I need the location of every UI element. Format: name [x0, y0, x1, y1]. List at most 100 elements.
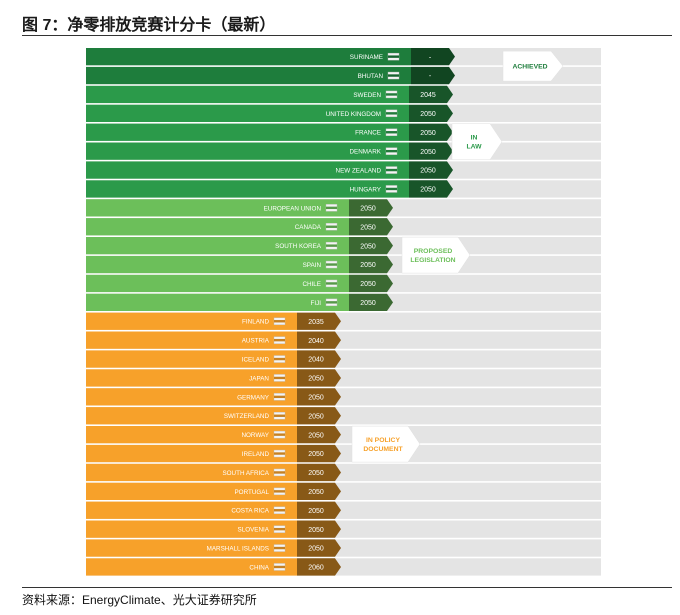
- country-label-portugal: PORTUGAL: [234, 489, 269, 496]
- flag-icon-stripe: [274, 395, 285, 399]
- flag-icon-stripe: [274, 376, 285, 380]
- year-label-chile: 2050: [360, 281, 376, 288]
- flag-icon-stripe: [274, 490, 285, 493]
- year-label-austria: 2040: [308, 338, 324, 345]
- country-label-canada: CANADA: [295, 224, 322, 231]
- flag-icon-stripe: [326, 244, 337, 247]
- year-block: [297, 407, 341, 425]
- country-label-south-africa: SOUTH AFRICA: [222, 470, 269, 477]
- year-label-japan: 2050: [308, 376, 324, 383]
- country-label-south-korea: SOUTH KOREA: [275, 243, 322, 250]
- year-label-germany: 2050: [308, 394, 324, 401]
- country-band: [86, 161, 409, 179]
- country-band: [86, 539, 297, 557]
- country-label-costa-rica: COSTA RICA: [231, 508, 269, 515]
- flag-icon-stripe: [386, 93, 397, 96]
- country-band: [86, 388, 297, 406]
- flag-icon-stripe: [274, 527, 285, 531]
- country-band: [86, 482, 297, 500]
- year-label-denmark: 2050: [420, 149, 436, 156]
- year-block: [349, 237, 393, 255]
- year-block: [297, 444, 341, 463]
- flag-icon-stripe: [388, 55, 399, 58]
- year-block: [349, 255, 393, 274]
- year-label-canada: 2050: [360, 224, 376, 231]
- group-label-in-policy-document: IN POLICY DOCUMENT: [363, 437, 403, 453]
- flag-icon-stripe: [388, 74, 399, 77]
- country-label-japan: JAPAN: [249, 375, 269, 382]
- group-callout: [351, 425, 421, 463]
- country-band: [86, 463, 297, 482]
- year-label-costa-rica: 2050: [308, 508, 324, 515]
- country-band: [86, 85, 409, 104]
- country-band: [86, 142, 409, 160]
- country-label-spain: SPAIN: [303, 262, 322, 269]
- page-title: 图 7：净零排放竞赛计分卡（最新）: [22, 17, 276, 34]
- flag-icon-stripe: [326, 282, 337, 285]
- country-label-china: CHINA: [249, 564, 269, 571]
- year-label-united-kingdom: 2050: [420, 111, 436, 118]
- country-band: [86, 369, 297, 387]
- flag-icon-stripe: [274, 471, 285, 474]
- country-label-suriname: SURINAME: [350, 54, 383, 61]
- country-label-european-union: EUROPEAN UNION: [264, 205, 322, 212]
- group-label-proposed-legislation: PROPOSED LEGISLATION: [410, 248, 455, 264]
- year-block: [297, 520, 341, 538]
- flag-icon-stripe: [326, 225, 337, 228]
- year-label-ireland: 2050: [308, 451, 324, 458]
- country-label-ireland: IRELAND: [242, 451, 270, 458]
- year-block: [297, 331, 341, 349]
- flag-icon-stripe: [274, 414, 285, 417]
- country-band: [86, 312, 297, 330]
- flag-icon-stripe: [326, 263, 337, 266]
- title-divider: [22, 35, 672, 36]
- flag-icon-stripe: [386, 149, 397, 153]
- flag-icon-stripe: [326, 206, 337, 210]
- year-block: [297, 350, 341, 368]
- country-band: [86, 426, 297, 444]
- year-block: [409, 180, 453, 198]
- country-band: [86, 350, 297, 368]
- year-block: [349, 274, 393, 293]
- year-block: [349, 199, 393, 217]
- year-label-fiji: 2050: [360, 300, 376, 307]
- country-band: [86, 218, 349, 236]
- year-label-portugal: 2050: [308, 489, 324, 496]
- country-label-denmark: DENMARK: [350, 149, 382, 156]
- country-band: [86, 444, 297, 463]
- year-block: [409, 85, 453, 104]
- country-band: [86, 123, 409, 141]
- year-block: [349, 218, 393, 236]
- flag-icon-stripe: [386, 168, 397, 172]
- year-block: [409, 123, 453, 141]
- country-label-germany: GERMANY: [237, 394, 270, 401]
- country-label-austria: AUSTRIA: [242, 338, 270, 345]
- year-block: [409, 142, 453, 160]
- year-label-hungary: 2050: [420, 187, 436, 194]
- year-block: [297, 482, 341, 500]
- flag-icon-stripe: [326, 301, 337, 304]
- country-band: [86, 66, 411, 85]
- country-band: [86, 104, 409, 122]
- year-label-european-union: 2050: [360, 205, 376, 212]
- country-label-france: FRANCE: [355, 130, 381, 137]
- country-label-chile: CHILE: [302, 281, 321, 288]
- country-label-norway: NORWAY: [241, 432, 269, 439]
- country-label-switzerland: SWITZERLAND: [224, 413, 270, 420]
- country-label-marshall-islands: MARSHALL ISLANDS: [207, 545, 269, 552]
- year-label-switzerland: 2050: [308, 413, 324, 420]
- group-label-in-law: IN LAW: [466, 135, 482, 151]
- country-label-sweden: SWEDEN: [353, 92, 381, 99]
- year-block: [349, 293, 393, 311]
- year-label-norway: 2050: [308, 432, 324, 439]
- country-label-slovenia: SLOVENIA: [238, 527, 270, 534]
- year-block: [297, 426, 341, 444]
- year-label-slovenia: 2050: [308, 527, 324, 534]
- flag-icon-stripe: [386, 187, 397, 191]
- year-label-marshall-islands: 2050: [308, 546, 324, 553]
- country-band: [86, 501, 297, 519]
- country-label-united-kingdom: UNITED KINGDOM: [326, 111, 381, 118]
- group-label-achieved: ACHIEVED: [512, 64, 547, 71]
- year-label-sweden: 2045: [420, 92, 436, 99]
- flag-icon-stripe: [274, 357, 285, 361]
